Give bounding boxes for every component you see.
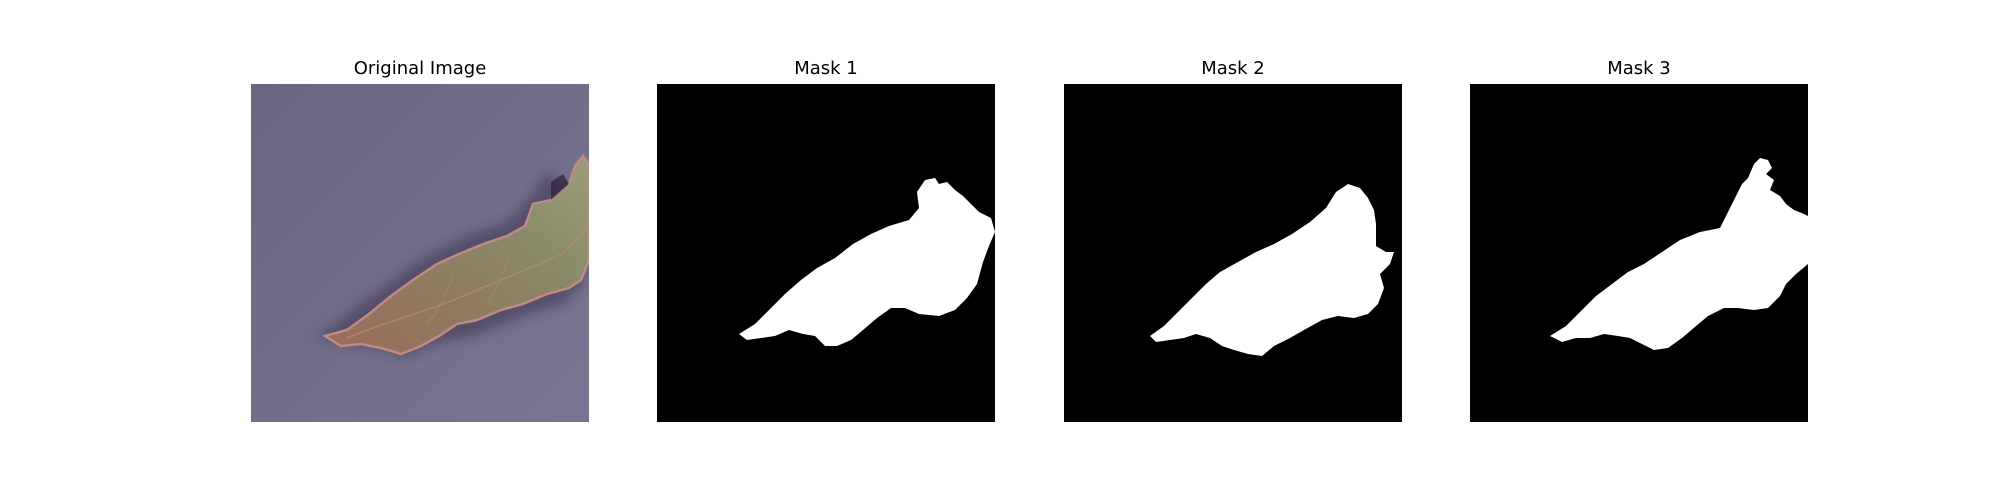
panel-title-mask-3: Mask 3	[1607, 58, 1671, 79]
mask-2-image	[1064, 84, 1402, 422]
mask-1	[657, 84, 995, 422]
panel-title-mask-1: Mask 1	[794, 58, 858, 79]
mask-3-image	[1470, 84, 1808, 422]
original-image-photo	[251, 84, 589, 422]
original-image	[251, 84, 589, 422]
mask-2	[1064, 84, 1402, 422]
mask-1-image	[657, 84, 995, 422]
mask-3	[1470, 84, 1808, 422]
panel-title-mask-2: Mask 2	[1201, 58, 1265, 79]
panel-title-original-image: Original Image	[353, 58, 487, 79]
